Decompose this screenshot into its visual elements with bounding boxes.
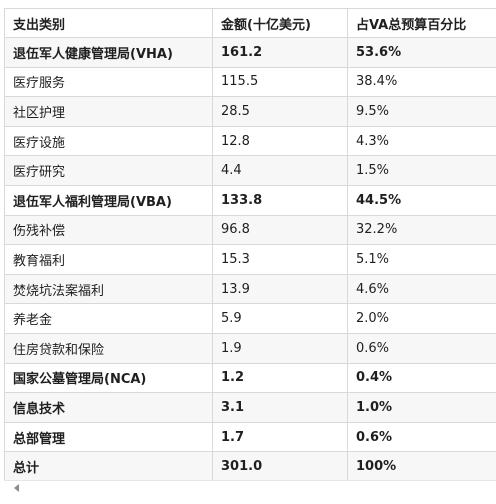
cell-percent: 5.1% [347,244,496,275]
cell-percent: 4.6% [347,273,496,305]
cell-amount: 115.5 [212,66,348,98]
cell-category: 总部管理 [4,421,213,453]
table-row: 养老金 5.9 2.0% [4,303,496,334]
table-row: 退伍军人健康管理局(VHA) 161.2 53.6% [4,37,496,68]
horizontal-scrollbar[interactable] [4,480,496,495]
table-row: 医疗研究 4.4 1.5% [4,155,496,186]
table-row: 医疗设施 12.8 4.3% [4,125,496,157]
cell-amount: 96.8 [212,214,348,246]
table-body: 退伍军人健康管理局(VHA) 161.2 53.6% 医疗服务 115.5 38.4% 社区… [4,37,496,482]
table-row: 焚烧坑法案福利 13.9 4.6% [4,273,496,305]
cell-percent: 4.3% [347,125,496,157]
header-category: 支出类别 [4,8,213,38]
chevron-left-icon[interactable] [14,484,19,492]
cell-category: 退伍军人健康管理局(VHA) [4,37,213,68]
table-row: 教育福利 15.3 5.1% [4,244,496,275]
table-row: 医疗服务 115.5 38.4% [4,66,496,98]
cell-amount: 15.3 [212,244,348,275]
cell-percent: 0.6% [347,421,496,453]
table-row: 国家公墓管理局(NCA) 1.2 0.4% [4,362,496,394]
table-header-row: 支出类别 金额(十亿美元) 占VA总预算百分比 [4,8,496,38]
table-row: 社区护理 28.5 9.5% [4,96,496,127]
cell-category: 焚烧坑法案福利 [4,273,213,305]
va-budget-table: 支出类别 金额(十亿美元) 占VA总预算百分比 退伍军人健康管理局(VHA) 16… [4,8,496,482]
cell-amount: 133.8 [212,184,348,216]
cell-category: 伤残补偿 [4,214,213,246]
cell-amount: 1.7 [212,421,348,453]
cell-percent: 38.4% [347,66,496,98]
cell-amount: 4.4 [212,155,348,186]
cell-percent: 100% [347,451,496,482]
cell-amount: 1.2 [212,362,348,394]
cell-percent: 32.2% [347,214,496,246]
table-row: 信息技术 3.1 1.0% [4,392,496,423]
cell-category: 教育福利 [4,244,213,275]
cell-percent: 1.0% [347,392,496,423]
cell-amount: 5.9 [212,303,348,334]
cell-category: 国家公墓管理局(NCA) [4,362,213,394]
cell-amount: 1.9 [212,332,348,364]
cell-category: 医疗研究 [4,155,213,186]
cell-percent: 0.4% [347,362,496,394]
header-amount: 金额(十亿美元) [212,8,348,38]
cell-category: 医疗设施 [4,125,213,157]
cell-amount: 301.0 [212,451,348,482]
cell-category: 信息技术 [4,392,213,423]
cell-category: 社区护理 [4,96,213,127]
cell-category: 总计 [4,451,213,482]
cell-amount: 28.5 [212,96,348,127]
table-row: 伤残补偿 96.8 32.2% [4,214,496,246]
cell-category: 退伍军人福利管理局(VBA) [4,184,213,216]
cell-percent: 44.5% [347,184,496,216]
cell-percent: 0.6% [347,332,496,364]
cell-percent: 2.0% [347,303,496,334]
table-row: 退伍军人福利管理局(VBA) 133.8 44.5% [4,184,496,216]
cell-amount: 12.8 [212,125,348,157]
cell-category: 医疗服务 [4,66,213,98]
cell-category: 住房贷款和保险 [4,332,213,364]
table-row: 住房贷款和保险 1.9 0.6% [4,332,496,364]
table-row: 总部管理 1.7 0.6% [4,421,496,453]
table-row: 总计 301.0 100% [4,451,496,482]
cell-percent: 1.5% [347,155,496,186]
cell-amount: 13.9 [212,273,348,305]
cell-percent: 9.5% [347,96,496,127]
header-percent: 占VA总预算百分比 [347,8,496,38]
cell-amount: 161.2 [212,37,348,68]
cell-amount: 3.1 [212,392,348,423]
cell-percent: 53.6% [347,37,496,68]
cell-category: 养老金 [4,303,213,334]
